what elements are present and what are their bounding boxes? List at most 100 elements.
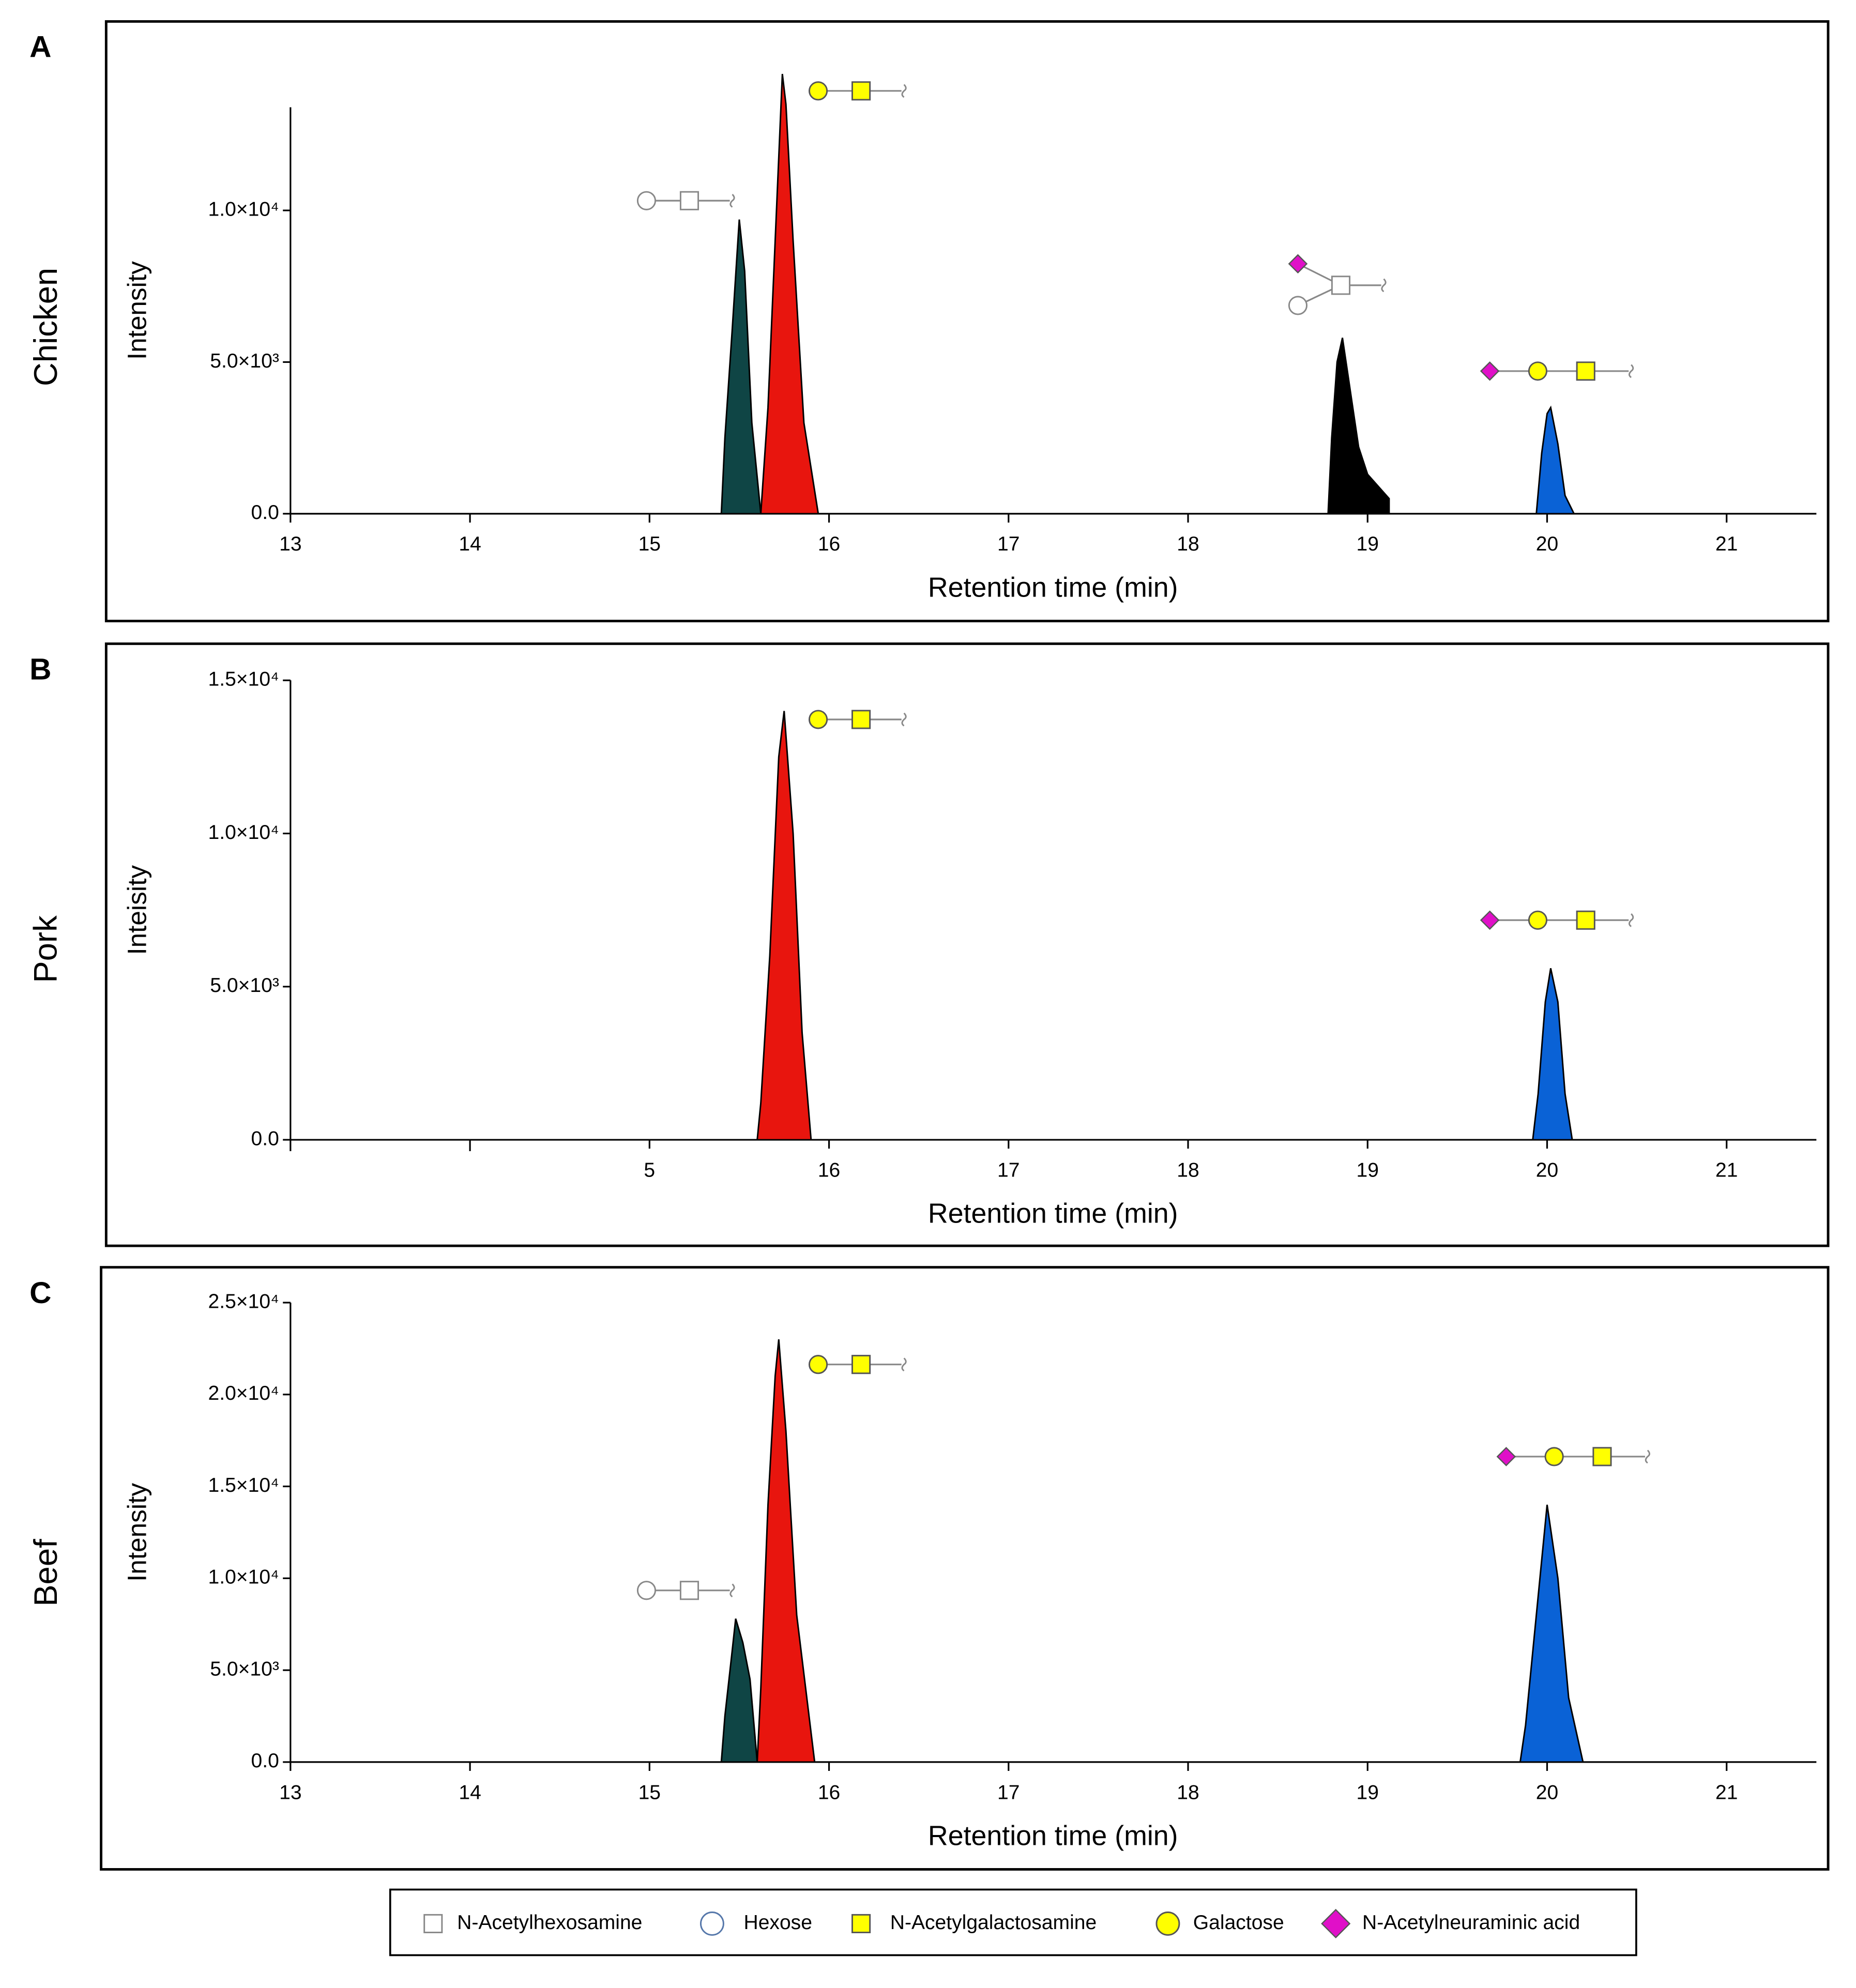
x-tick-label: 21 [1715,1781,1738,1803]
x-tick-label: 18 [1177,533,1199,555]
y-axis-label: Intensity [122,1483,151,1582]
glycan-square [679,1581,699,1600]
glycan-square [1592,1447,1612,1466]
panel-box [104,642,1830,1247]
y-tick-label: 2.0×10⁴ [208,1382,279,1404]
x-tick-label: 13 [279,1781,301,1803]
x-tick-label: 16 [818,533,840,555]
sample-label: Pork [28,915,64,983]
glycan-square [851,1914,871,1934]
x-tick-label: 20 [1536,533,1558,555]
legend-circle [699,1911,724,1936]
glycan-anchor [901,1357,907,1372]
peak [756,711,812,1141]
y-tick-label: 0.0 [251,501,279,524]
legend-diamond [1321,1908,1351,1939]
glycan-square [1576,361,1595,381]
peak [1535,405,1575,515]
legend-label: N-Acetylneuraminic acid [1362,1911,1580,1934]
legend-box [389,1888,1637,1956]
y-tick-label: 5.0×10³ [210,974,279,997]
glycan-square [851,1355,871,1374]
y-axis-label: Intensity [122,261,151,360]
glycan-diamond [1480,361,1500,381]
glycan-circle [1528,361,1547,381]
x-tick-label: 15 [638,1781,661,1803]
legend-circle [1155,1911,1180,1936]
legend-label: N-Acetylhexosamine [457,1911,642,1934]
x-axis-label: Retention time (min) [928,572,1178,603]
peak [1519,1504,1584,1763]
y-tick-label: 1.5×10⁴ [208,1474,279,1496]
x-tick-label: 15 [638,533,661,555]
peak [720,1618,758,1763]
x-tick-label: 18 [1177,1159,1199,1181]
panel-box [100,1266,1830,1871]
x-tick-label: 17 [997,533,1020,555]
glycan-square [851,710,871,729]
y-tick-label: 1.0×10⁴ [208,821,279,844]
x-tick-label: 17 [997,1781,1020,1803]
glycan-circle [1528,910,1547,930]
x-tick-label: 13 [279,533,301,555]
glycan-anchor [1629,364,1634,378]
sample-label: Chicken [28,268,64,386]
panel-letter: A [29,30,51,64]
legend-label: Galactose [1193,1911,1284,1934]
glycan-circle [636,191,657,210]
peak [756,1339,816,1763]
glycan-circle [1544,1447,1564,1466]
y-tick-label: 1.0×10⁴ [208,198,279,220]
glycan-anchor [1629,913,1634,927]
glycan-anchor [901,712,907,727]
glycan-diamond [1496,1447,1516,1466]
x-tick-label: 14 [459,1781,481,1803]
y-tick-label: 2.5×10⁴ [208,1290,279,1312]
x-tick-label: 17 [997,1159,1020,1181]
sample-label: Beef [28,1539,64,1607]
x-tick-label: 21 [1715,533,1738,555]
peak [1327,338,1390,515]
x-tick-label: 20 [1536,1159,1558,1181]
glycan-square [1576,910,1595,930]
glycan-circle [808,1355,828,1374]
x-tick-label: 19 [1357,1781,1379,1803]
y-axis-label: Inteisity [122,865,151,955]
legend-label: Hexose [743,1911,812,1934]
glycan-anchor [1381,278,1387,293]
x-tick-label: 5 [644,1159,655,1181]
glycan-circle [636,1581,657,1600]
x-axis-label: Retention time (min) [928,1821,1178,1852]
y-tick-label: 1.0×10⁴ [208,1566,279,1588]
panel-letter: B [29,653,51,686]
x-axis-label: Retention time (min) [928,1198,1178,1229]
glycan-square [423,1914,443,1934]
x-tick-label: 14 [459,533,481,555]
panel-letter: C [29,1276,51,1310]
x-tick-label: 16 [818,1159,840,1181]
glycan-anchor [729,194,735,208]
glycan-square [1331,276,1351,295]
glycan-circle [1288,296,1308,315]
peak [720,219,762,515]
panel-box [104,20,1830,622]
legend-label: N-Acetylgalactosamine [890,1911,1097,1934]
glycan-anchor [729,1583,735,1598]
y-tick-label: 0.0 [251,1750,279,1772]
y-tick-label: 0.0 [251,1127,279,1150]
x-tick-label: 19 [1357,533,1379,555]
x-tick-label: 20 [1536,1781,1558,1803]
glycan-diamond [1288,254,1308,274]
glycan-diamond [1480,910,1500,930]
glycan-anchor [1645,1449,1650,1464]
x-tick-label: 21 [1715,1159,1738,1181]
x-tick-label: 19 [1357,1159,1379,1181]
glycan-circle [808,710,828,729]
glycan-square [679,191,699,210]
glycan-anchor [901,84,907,98]
peak [1532,968,1573,1141]
glycan-square [851,81,871,101]
x-tick-label: 16 [818,1781,840,1803]
y-tick-label: 5.0×10³ [210,1658,279,1680]
